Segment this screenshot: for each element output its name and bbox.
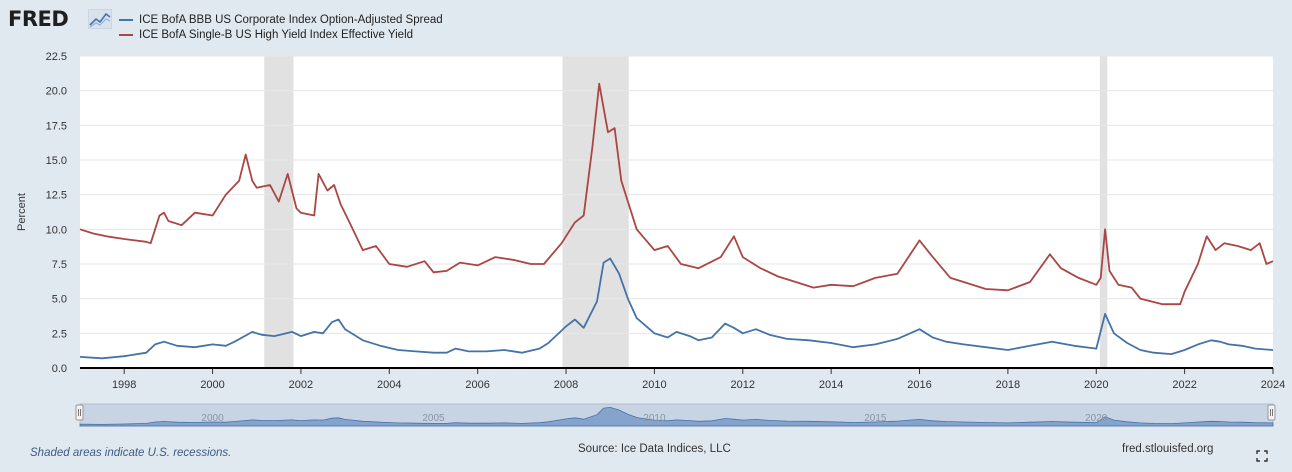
legend-swatch-red [119,34,133,36]
recession-note: Shaded areas indicate U.S. recessions. [30,447,232,459]
series-line-1[interactable] [79,82,1274,306]
navigator-label: 2005 [422,413,445,424]
y-tick-label: 12.5 [46,190,67,202]
legend-item-single-b-yield[interactable]: ICE BofA Single-B US High Yield Index Ef… [119,28,413,42]
x-axis-ticks: 1998 2000 2002 2004 2006 2008 2010 2012 2014 2016… [112,368,1285,391]
y-tick-label: 2.5 [52,328,67,340]
x-tick-label: 2008 [554,379,578,391]
y-tick-label: 20.0 [46,86,67,98]
y-tick-label: 5.0 [52,294,67,306]
y-tick-label: 0.0 [52,363,67,375]
series-line-0[interactable] [79,257,1274,360]
navigator-label: 2020 [1085,413,1108,424]
x-tick-label: 2010 [642,379,666,391]
recession-band-2 [1099,56,1108,368]
plot-area [80,56,1273,368]
x-tick-label: 2012 [731,379,755,391]
x-tick-label: 2004 [377,379,401,391]
x-tick-label: 2018 [996,379,1020,391]
gridlines [80,55,1273,334]
navigator-label: 2000 [201,413,224,424]
fred-logo[interactable]: FRED [8,7,69,31]
x-tick-label: 2022 [1172,379,1196,391]
y-axis-label: Percent [16,193,28,231]
y-tick-label: 22.5 [46,51,67,63]
recession-band-0 [264,56,294,368]
site-link[interactable]: fred.stlouisfed.org [1122,443,1214,455]
legend-swatch-blue [119,19,133,21]
recession-band-1 [562,56,629,368]
legend-label-single-b-yield: ICE BofA Single-B US High Yield Index Ef… [139,29,414,41]
navigator-labels: 2000 2005 2010 2015 2020 [201,413,1107,424]
navigator-area [79,406,1274,427]
navigator-label: 2010 [643,413,666,424]
x-tick-label: 2000 [200,379,224,391]
x-tick-label: 1998 [112,379,136,391]
series-lines [79,82,1274,360]
x-tick-label: 2006 [465,379,489,391]
y-tick-label: 15.0 [46,155,67,167]
x-tick-label: 2016 [907,379,931,391]
legend-label-bbb-spread: ICE BofA BBB US Corporate Index Option-A… [139,14,443,26]
x-tick-label: 2024 [1261,379,1285,391]
navigator-left-handle[interactable] [75,404,84,421]
fred-graph-icon [88,9,112,29]
fullscreen-icon[interactable] [1256,450,1268,462]
y-tick-label: 10.0 [46,224,67,236]
recession-shading [264,56,1108,368]
y-tick-label: 7.5 [52,259,67,271]
range-navigator[interactable]: 2000 2005 2010 2015 2020 [75,403,1276,427]
x-tick-label: 2002 [289,379,313,391]
navigator-label: 2015 [864,413,887,424]
x-tick-label: 2014 [819,379,843,391]
chart-header: FRED ICE BofA BBB US Corporate Index Opt… [0,0,1292,44]
source-text: Source: Ice Data Indices, LLC [578,443,731,455]
y-tick-label: 17.5 [46,120,67,132]
y-axis-ticks: 0.0 2.5 5.0 7.5 10.0 12.5 15.0 17.5 20.0 22.5 [46,51,67,375]
legend-item-bbb-spread[interactable]: ICE BofA BBB US Corporate Index Option-A… [119,13,443,27]
navigator-right-handle[interactable] [1267,404,1276,421]
x-tick-label: 2020 [1084,379,1108,391]
